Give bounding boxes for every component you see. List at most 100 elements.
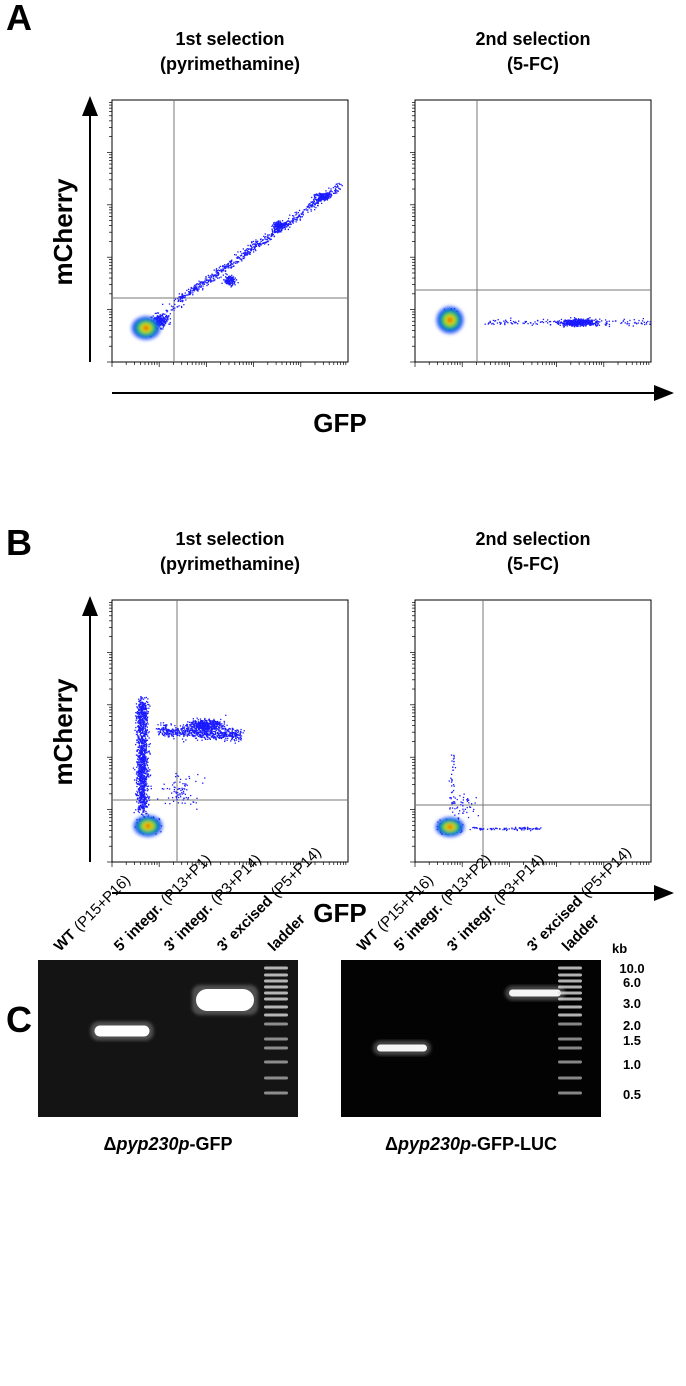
event-dot bbox=[234, 254, 235, 255]
event-dot bbox=[146, 771, 147, 772]
event-dot bbox=[225, 732, 226, 733]
event-dot bbox=[216, 726, 217, 727]
event-dot bbox=[164, 314, 165, 315]
event-dot bbox=[146, 803, 147, 804]
event-dot bbox=[150, 775, 151, 776]
event-dot bbox=[146, 734, 147, 735]
event-dot bbox=[293, 215, 294, 216]
event-dot bbox=[275, 231, 276, 232]
event-dot bbox=[306, 210, 307, 211]
event-dot bbox=[148, 751, 149, 752]
event-dot bbox=[246, 252, 247, 253]
event-dot bbox=[144, 773, 145, 774]
event-dot bbox=[317, 205, 318, 206]
event-dot bbox=[141, 775, 142, 776]
event-dot bbox=[315, 207, 316, 208]
event-dot bbox=[624, 319, 625, 320]
event-dot bbox=[634, 322, 635, 323]
event-dot bbox=[187, 721, 188, 722]
event-dot bbox=[566, 321, 567, 322]
event-dot bbox=[145, 744, 146, 745]
event-dot bbox=[179, 793, 180, 794]
event-dot bbox=[200, 718, 201, 719]
event-dot bbox=[200, 720, 201, 721]
event-dot bbox=[137, 765, 138, 766]
event-dot bbox=[133, 768, 134, 769]
event-dot bbox=[277, 227, 278, 228]
event-dot bbox=[148, 758, 149, 759]
event-dot bbox=[139, 743, 140, 744]
event-dot bbox=[567, 325, 568, 326]
event-dot bbox=[232, 735, 233, 736]
event-dot bbox=[141, 807, 142, 808]
event-dot bbox=[584, 324, 585, 325]
event-dot bbox=[183, 724, 184, 725]
event-dot bbox=[296, 217, 297, 218]
event-dot bbox=[325, 190, 326, 191]
event-dot bbox=[213, 738, 214, 739]
event-dot bbox=[140, 733, 141, 734]
event-dot bbox=[318, 200, 319, 201]
event-dot bbox=[230, 260, 231, 261]
event-dot bbox=[157, 312, 158, 313]
event-dot bbox=[182, 300, 183, 301]
event-dot bbox=[178, 296, 179, 297]
event-dot bbox=[187, 798, 188, 799]
event-dot bbox=[295, 219, 296, 220]
event-dot bbox=[196, 727, 197, 728]
event-dot bbox=[187, 724, 188, 725]
event-dot bbox=[586, 320, 587, 321]
event-dot bbox=[638, 320, 639, 321]
event-dot bbox=[231, 732, 232, 733]
event-dot bbox=[150, 786, 151, 787]
event-dot bbox=[143, 761, 144, 762]
event-dot bbox=[174, 725, 175, 726]
event-dot bbox=[138, 795, 139, 796]
event-dot bbox=[139, 732, 140, 733]
event-dot bbox=[169, 803, 170, 804]
event-dot bbox=[138, 725, 139, 726]
event-dot bbox=[159, 728, 160, 729]
event-dot bbox=[234, 281, 235, 282]
event-dot bbox=[141, 722, 142, 723]
event-dot bbox=[335, 189, 336, 190]
event-dot bbox=[197, 727, 198, 728]
event-dot bbox=[612, 321, 613, 322]
event-dot bbox=[237, 251, 238, 252]
event-dot bbox=[162, 788, 163, 789]
event-dot bbox=[268, 244, 269, 245]
event-dot bbox=[178, 776, 179, 777]
event-dot bbox=[185, 794, 186, 795]
event-dot bbox=[140, 771, 141, 772]
event-dot bbox=[324, 198, 325, 199]
event-dot bbox=[595, 319, 596, 320]
event-dot bbox=[204, 737, 205, 738]
event-dot bbox=[220, 277, 221, 278]
event-dot bbox=[140, 700, 141, 701]
event-dot bbox=[231, 286, 232, 287]
event-dot bbox=[204, 280, 205, 281]
event-dot bbox=[241, 259, 242, 260]
event-dot bbox=[332, 191, 333, 192]
event-dot bbox=[221, 731, 222, 732]
event-dot bbox=[143, 786, 144, 787]
event-dot bbox=[490, 321, 491, 322]
event-dot bbox=[582, 322, 583, 323]
event-dot bbox=[136, 717, 137, 718]
event-dot bbox=[279, 230, 280, 231]
event-dot bbox=[138, 749, 139, 750]
event-dot bbox=[162, 315, 163, 316]
event-cloud bbox=[130, 183, 343, 341]
event-dot bbox=[138, 789, 139, 790]
event-dot bbox=[138, 741, 139, 742]
event-dot bbox=[650, 321, 651, 322]
event-dot bbox=[147, 795, 148, 796]
event-dot bbox=[232, 282, 233, 283]
event-dot bbox=[136, 731, 137, 732]
event-dot bbox=[325, 199, 326, 200]
event-dot bbox=[148, 789, 149, 790]
event-dot bbox=[243, 256, 244, 257]
event-dot bbox=[259, 246, 260, 247]
event-dot bbox=[320, 199, 321, 200]
event-dot bbox=[588, 323, 589, 324]
